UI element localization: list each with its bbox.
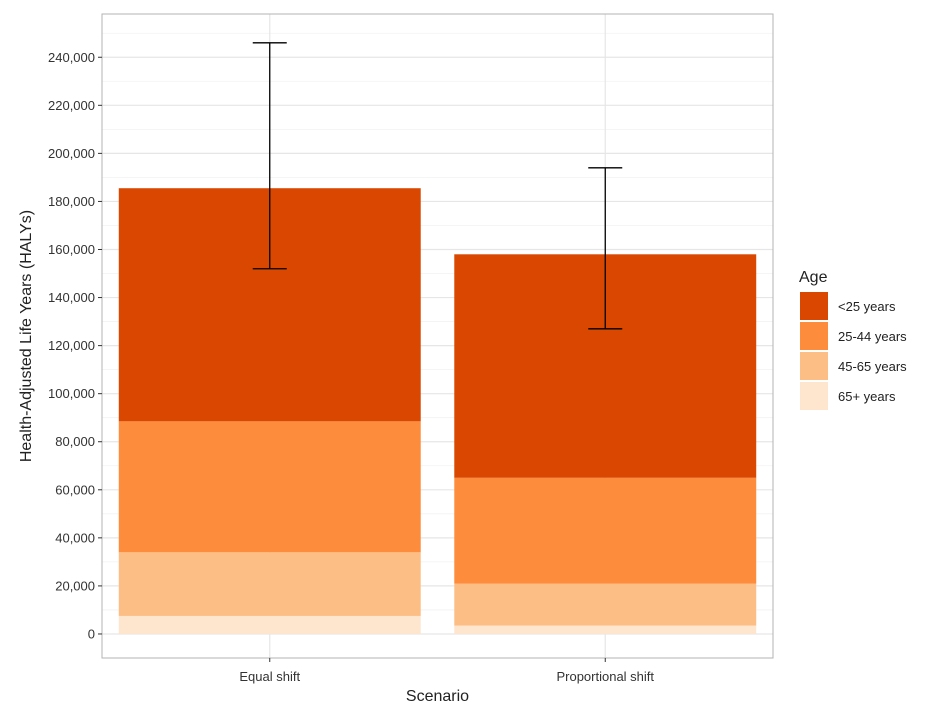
bar-segment	[454, 583, 757, 626]
error-bars	[252, 42, 623, 330]
y-tick-label: 20,000	[55, 578, 95, 593]
y-tick-label: 120,000	[48, 338, 95, 353]
legend-label: 45-65 years	[838, 359, 907, 374]
x-axis-title: Scenario	[406, 688, 469, 705]
y-tick-label: 40,000	[55, 530, 95, 545]
legend-key	[800, 322, 828, 350]
x-tick-label: Equal shift	[239, 669, 300, 684]
y-tick-label: 180,000	[48, 194, 95, 209]
bar-segment	[118, 615, 421, 634]
legend-key	[800, 382, 828, 410]
y-tick-label: 60,000	[55, 482, 95, 497]
y-axis: 0 20,000 40,000 60,000 80,000 100,000 120,000 1…	[48, 50, 102, 641]
legend-title: Age	[799, 269, 828, 286]
y-tick-label: 220,000	[48, 98, 95, 113]
bars	[118, 188, 757, 634]
y-tick-label: 140,000	[48, 290, 95, 305]
bar-segment	[118, 421, 421, 553]
legend-label: 65+ years	[838, 389, 896, 404]
y-tick-label: 0	[88, 626, 95, 641]
y-tick-label: 200,000	[48, 146, 95, 161]
y-tick-label: 80,000	[55, 434, 95, 449]
legend-key	[800, 352, 828, 380]
x-tick-label: Proportional shift	[556, 669, 654, 684]
legend: Age <25 years 25-44 years 45-65 years 65+ y…	[799, 269, 907, 410]
panel-border	[101, 13, 774, 659]
y-tick-label: 240,000	[48, 50, 95, 65]
bar-segment	[454, 477, 757, 584]
legend-label: 25-44 years	[838, 329, 907, 344]
legend-key	[800, 292, 828, 320]
y-tick-label: 100,000	[48, 386, 95, 401]
bar-segment	[454, 625, 757, 634]
y-tick-label: 160,000	[48, 242, 95, 257]
y-axis-title: Health-Adjusted Life Years (HALYs)	[18, 210, 35, 462]
x-axis: Equal shift Proportional shift	[239, 658, 654, 684]
legend-label: <25 years	[838, 299, 896, 314]
bar-segment	[118, 552, 421, 616]
